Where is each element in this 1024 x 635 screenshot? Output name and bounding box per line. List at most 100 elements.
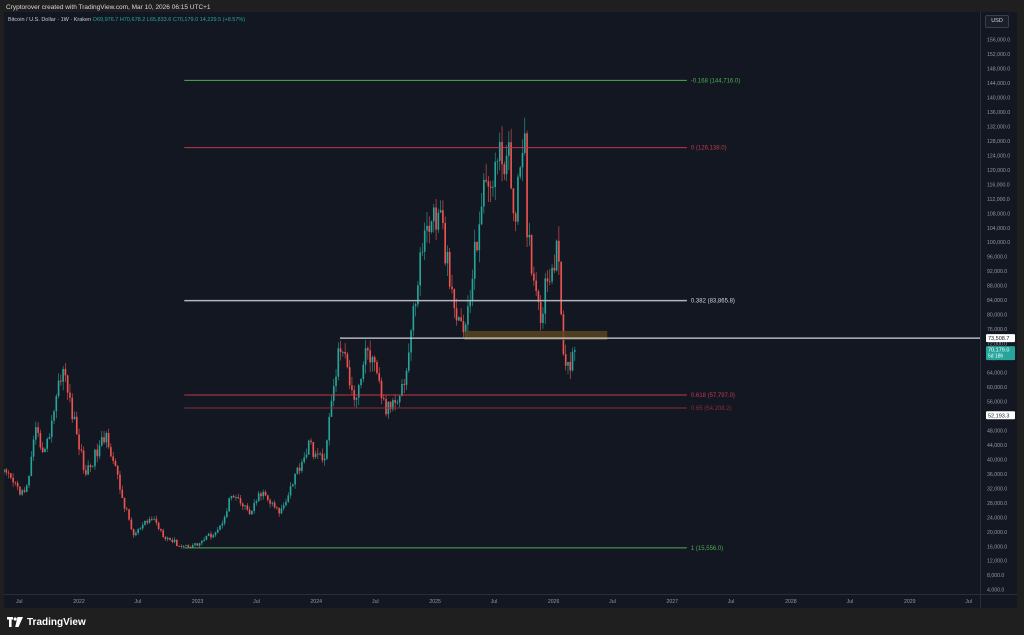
candle-down [569, 361, 572, 371]
candle-up [296, 467, 299, 474]
candle-down [12, 477, 14, 483]
candle-up [141, 524, 144, 529]
candle-up [419, 252, 421, 286]
y-tick-label: 44,000.0 [987, 443, 1007, 449]
candle-up [289, 486, 292, 496]
candle-down [180, 546, 183, 547]
candle-down [151, 519, 153, 520]
candle-down [514, 213, 517, 222]
candle-up [330, 400, 333, 417]
candle-up [573, 350, 576, 352]
symbol-name[interactable]: Bitcoin / U.S. Dollar · 1W · Kraken [8, 17, 92, 23]
symbol-legend[interactable]: Bitcoin / U.S. Dollar · 1W · Kraken O69,… [8, 16, 245, 25]
candle-up [303, 457, 306, 462]
candle-up [223, 517, 226, 524]
candle-down [123, 497, 126, 509]
candle-down [546, 278, 549, 282]
y-tick-label: 136,000.0 [987, 110, 1010, 116]
price-axis-label-bg [986, 334, 1015, 343]
candle-down [10, 473, 12, 478]
y-tick-label: 144,000.0 [987, 81, 1010, 87]
candle-down [455, 308, 458, 321]
candle-up [216, 529, 219, 533]
candle-up [198, 543, 201, 546]
candle-up [464, 324, 467, 333]
tradingview-logo[interactable]: TradingView [7, 615, 86, 629]
candle-up [257, 493, 260, 502]
candle-up [528, 234, 531, 238]
y-tick-label: 92,000.0 [987, 269, 1007, 275]
candle-up [483, 179, 485, 207]
candle-down [503, 164, 506, 175]
x-tick-label: Jul [16, 599, 23, 605]
candle-up [255, 501, 258, 504]
candle-up [282, 505, 285, 509]
candle-down [537, 291, 540, 303]
candle-up [148, 519, 151, 523]
candle-up [523, 133, 526, 153]
candle-down [66, 375, 69, 393]
y-tick-label: 40,000.0 [987, 457, 1007, 463]
candle-down [60, 380, 62, 382]
candle-up [291, 484, 294, 487]
candle-down [37, 427, 39, 433]
y-tick-label: 56,000.0 [987, 399, 1007, 405]
candle-up [50, 420, 53, 437]
candle-up [357, 385, 360, 398]
x-tick-label: Jul [847, 599, 854, 605]
candle-up [407, 352, 410, 371]
candle-down [462, 321, 465, 333]
y-tick-label: 128,000.0 [987, 139, 1010, 145]
candle-up [405, 370, 408, 385]
candle-up [98, 445, 101, 457]
candle-down [82, 450, 85, 471]
ohlc-change: 14,229.5 (+8.57%) [199, 17, 246, 23]
candle-down [125, 508, 128, 510]
candle-down [64, 368, 67, 376]
x-tick-label: 2027 [667, 599, 679, 605]
candle-down [160, 529, 162, 531]
candle-down [367, 348, 369, 351]
y-tick-label: 48,000.0 [987, 428, 1007, 434]
candle-up [139, 528, 142, 530]
candle-down [385, 399, 387, 415]
y-tick-label: 124,000.0 [987, 153, 1010, 159]
candle-down [146, 521, 149, 523]
y-tick-label: 132,000.0 [987, 124, 1010, 130]
candle-up [519, 167, 522, 177]
price-axis-separator [980, 12, 981, 608]
candle-down [80, 449, 83, 451]
candle-up [471, 278, 474, 301]
candle-up [203, 539, 205, 542]
candle-down [171, 539, 174, 543]
y-tick-label: 152,000.0 [987, 52, 1010, 58]
currency-selector[interactable]: USD [985, 15, 1009, 28]
chart-panel[interactable]: 156,000.0 152,000.0 148,000.0 144,000.0 140,… [4, 12, 1017, 608]
candle-up [517, 176, 519, 222]
price-chart[interactable]: 156,000.0 152,000.0 148,000.0 144,000.0 140,… [4, 12, 1017, 608]
candle-up [364, 348, 367, 365]
fib-level-label: -0.168 (144,716.0) [691, 78, 740, 84]
candle-up [32, 439, 35, 457]
y-tick-label: 88,000.0 [987, 284, 1007, 290]
candle-up [194, 543, 196, 546]
candle-down [273, 502, 276, 508]
x-tick-label: Jul [135, 599, 142, 605]
candle-down [376, 362, 378, 374]
candle-up [430, 221, 433, 232]
candle-up [335, 376, 337, 387]
candle-up [478, 224, 481, 251]
y-tick-label: 76,000.0 [987, 327, 1007, 333]
candle-up [496, 160, 499, 162]
candle-up [35, 427, 37, 440]
candle-down [237, 497, 240, 499]
candle-down [169, 537, 171, 540]
candle-up [426, 225, 428, 231]
candle-up [551, 267, 553, 282]
candle-down [444, 223, 447, 264]
candle-up [571, 351, 574, 371]
candle-down [157, 522, 160, 530]
candle-up [305, 454, 308, 458]
candles-group [4, 117, 576, 549]
candle-up [48, 436, 51, 439]
